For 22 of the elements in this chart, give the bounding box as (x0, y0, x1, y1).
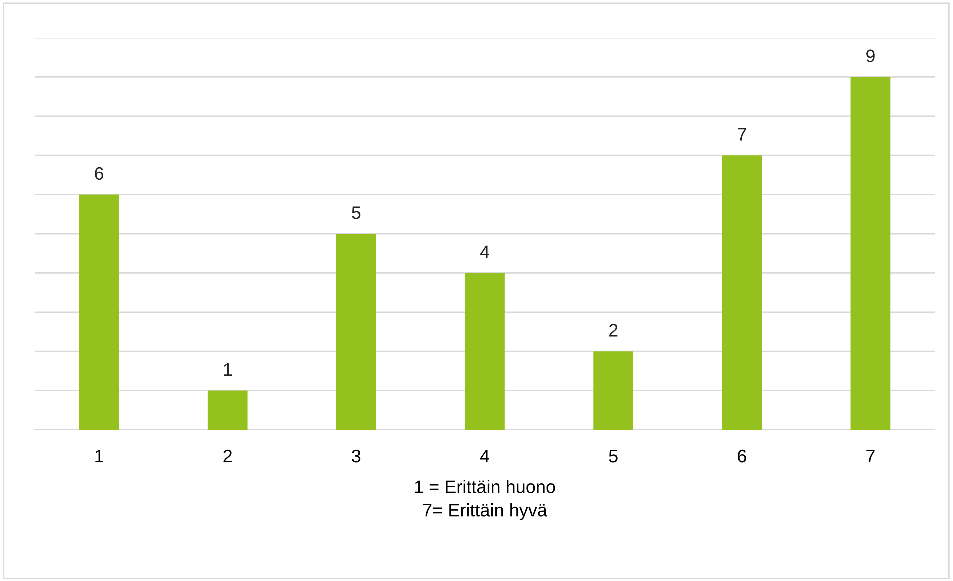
bar (79, 194, 120, 430)
data-label: 1 (224, 364, 232, 376)
x-tick-label: 1 (96, 450, 104, 463)
x-tick-label: 4 (480, 450, 490, 463)
data-label: 9 (866, 50, 875, 63)
bar (850, 77, 891, 430)
x-tick-label: 5 (609, 450, 618, 463)
bar (336, 234, 376, 430)
bar (594, 352, 634, 430)
data-label: 4 (480, 246, 490, 258)
x-tick-label: 3 (352, 450, 361, 463)
bar (722, 156, 762, 430)
bar (208, 390, 248, 430)
x-tick-label: 7 (866, 450, 875, 463)
bar (465, 273, 505, 430)
x-tick-label: 2 (224, 450, 232, 463)
data-label: 7 (738, 128, 746, 141)
data-label: 6 (95, 167, 104, 180)
x-axis-title: 1 = Erittäin huono 7= Erittäin hyvä (415, 480, 556, 520)
data-label: 5 (352, 206, 361, 220)
x-tick-label: 6 (738, 450, 746, 463)
data-label: 2 (609, 324, 618, 337)
